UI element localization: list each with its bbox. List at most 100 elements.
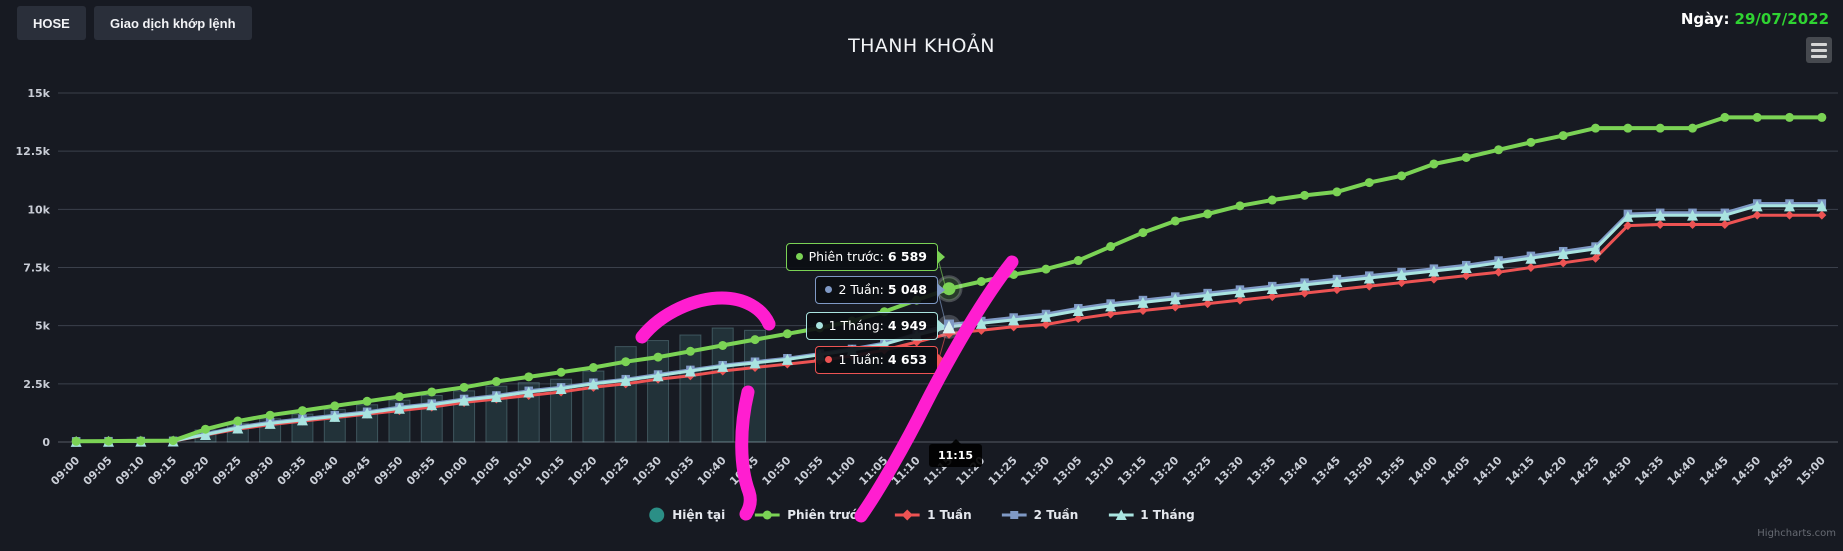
- x-tick-label: 09:05: [81, 454, 115, 488]
- x-tick-label: 10:35: [663, 454, 697, 488]
- legend-label: Hiện tại: [672, 508, 726, 522]
- x-tick-label: 09:35: [275, 454, 309, 488]
- blue-line-square-icon: [1001, 511, 1027, 519]
- x-tick-label: 13:05: [1050, 454, 1084, 488]
- x-tick-label: 11:10: [889, 454, 923, 488]
- tooltip-value: 5 048: [887, 282, 927, 297]
- x-tick-label: 10:00: [436, 454, 470, 488]
- x-tick-label: 10:05: [469, 454, 503, 488]
- x-tick-label: 14:00: [1406, 454, 1440, 488]
- x-tick-label: 09:00: [48, 454, 82, 488]
- series-dot-icon: [815, 322, 823, 329]
- highcharts-credits-link[interactable]: Highcharts.com: [1757, 528, 1836, 539]
- hamburger-menu-icon[interactable]: [1806, 37, 1832, 63]
- series-dot-icon: [825, 286, 833, 293]
- tooltip-2-tuan: 2 Tuần: 5 048: [815, 276, 945, 304]
- x-tick-label: 09:15: [145, 454, 179, 488]
- legend-item-phien-truoc[interactable]: Phiên trước: [755, 508, 865, 522]
- matched-orders-button[interactable]: Giao dịch khớp lệnh: [94, 6, 252, 40]
- x-tick-label: 13:20: [1147, 454, 1181, 488]
- legend-label: Phiên trước: [787, 508, 866, 522]
- legend-item-1-thang[interactable]: 1 Tháng: [1108, 508, 1195, 522]
- legend-item-1-tuan[interactable]: 1 Tuần: [895, 508, 972, 522]
- legend-label: 2 Tuần: [1033, 508, 1079, 522]
- x-tick-label: 13:10: [1083, 454, 1117, 488]
- date-label: Ngày:: [1680, 10, 1730, 28]
- x-tick-label: 10:15: [533, 454, 567, 488]
- x-tick-label: 14:05: [1438, 454, 1472, 488]
- x-tick-label: 14:25: [1568, 454, 1602, 488]
- x-tick-label: 11:30: [1018, 454, 1052, 488]
- green-line-circle-icon: [755, 510, 781, 520]
- x-tick-label: 10:10: [501, 454, 535, 488]
- x-tick-label: 09:25: [210, 454, 244, 488]
- chart-title: THANH KHOẢN: [848, 35, 995, 57]
- y-tick-label: 7.5k: [23, 262, 50, 275]
- x-tick-label: 13:40: [1277, 454, 1311, 488]
- date-value: 29/07/2022: [1734, 10, 1829, 28]
- x-tick-label: 09:40: [307, 454, 341, 488]
- x-tick-label: 13:30: [1212, 454, 1246, 488]
- x-tick-label: 14:35: [1632, 454, 1666, 488]
- x-tick-label: 14:20: [1535, 454, 1569, 488]
- legend-label: 1 Tuần: [927, 508, 972, 522]
- x-tick-label: 15:00: [1794, 454, 1828, 488]
- tooltip-value: 4 949: [887, 318, 927, 333]
- x-tick-label: 10:40: [695, 454, 729, 488]
- teal-circle-icon: [648, 507, 664, 523]
- series-dot-icon: [825, 356, 833, 363]
- y-tick-label: 15k: [27, 87, 50, 100]
- x-tick-label: 13:55: [1374, 454, 1408, 488]
- x-tick-label: 10:55: [792, 454, 826, 488]
- x-tick-label: 13:35: [1244, 454, 1278, 488]
- x-tick-label: 10:50: [760, 454, 794, 488]
- tooltip-1-thang: 1 Tháng: 4 949: [805, 312, 946, 340]
- x-tick-label: 10:20: [566, 454, 600, 488]
- y-tick-label: 12.5k: [16, 145, 51, 158]
- date-display: Ngày: 29/07/2022: [1681, 10, 1829, 28]
- x-tick-label: 14:10: [1471, 454, 1505, 488]
- x-tick-label: 09:30: [242, 454, 276, 488]
- tooltip-label: Phiên trước:: [808, 249, 884, 264]
- x-axis-tooltip: 11:15: [929, 439, 983, 467]
- tooltip-value: 6 589: [887, 249, 927, 264]
- x-tick-label: 11:25: [986, 454, 1020, 488]
- y-tick-label: 2.5k: [23, 378, 50, 391]
- x-tick-label: 13:50: [1341, 454, 1375, 488]
- legend-item-2-tuan[interactable]: 2 Tuần: [1001, 508, 1079, 522]
- x-tick-label: 09:20: [178, 454, 212, 488]
- x-tick-label: 13:45: [1309, 454, 1343, 488]
- x-tick-label: 14:50: [1729, 454, 1763, 488]
- legend: Hiện tại Phiên trước 1 Tuần 2 Tuần 1: [648, 507, 1195, 523]
- hose-button[interactable]: HOSE: [17, 6, 86, 40]
- x-tick-label: 13:15: [1115, 454, 1149, 488]
- legend-label: 1 Tháng: [1140, 508, 1195, 522]
- x-tick-label: 10:25: [598, 454, 632, 488]
- x-tick-label: 14:45: [1697, 454, 1731, 488]
- x-tick-label: 11:05: [857, 454, 891, 488]
- x-tick-label: 09:50: [372, 454, 406, 488]
- tooltip-phien-truoc: Phiên trước: 6 589: [785, 243, 946, 271]
- x-tick-label: 10:45: [727, 454, 761, 488]
- series-dot-icon: [795, 253, 803, 260]
- red-line-diamond-icon: [895, 509, 921, 521]
- x-tick-label: 09:45: [339, 454, 373, 488]
- x-tick-label: 09:10: [113, 454, 147, 488]
- tooltip-label: 2 Tuần:: [838, 282, 884, 297]
- x-tick-label: 14:15: [1503, 454, 1537, 488]
- x-tick-label: 13:25: [1180, 454, 1214, 488]
- series-hien-tai: [194, 327, 767, 443]
- x-tick-label: 11:00: [824, 454, 858, 488]
- x-tick-label: 09:55: [404, 454, 438, 488]
- x-tick-label: 14:55: [1762, 454, 1796, 488]
- y-tick-label: 5k: [35, 320, 51, 333]
- legend-item-hien-tai[interactable]: Hiện tại: [648, 507, 725, 523]
- tooltip-label: 1 Tháng:: [828, 318, 884, 333]
- x-tick-label: 14:30: [1600, 454, 1634, 488]
- x-tick-label: 14:40: [1665, 454, 1699, 488]
- tooltip-1-tuan: 1 Tuần: 4 653: [815, 346, 945, 374]
- y-tick-label: 0: [42, 436, 50, 449]
- cyan-line-triangle-icon: [1108, 509, 1134, 520]
- tooltip-value: 4 653: [887, 352, 927, 367]
